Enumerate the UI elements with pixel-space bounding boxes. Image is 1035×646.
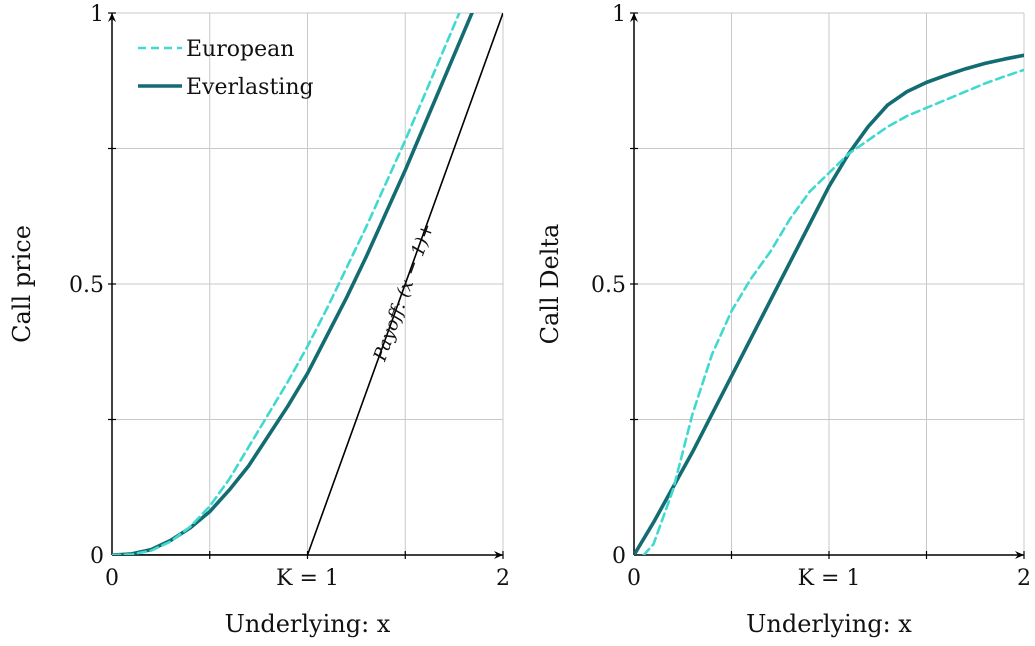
y-tick-label: 1 bbox=[612, 2, 626, 27]
x-tick-label: 0 bbox=[627, 566, 641, 591]
y-tick-label: 0.5 bbox=[69, 273, 104, 298]
x-tick-label: 2 bbox=[1017, 566, 1031, 591]
series-group bbox=[112, 13, 503, 555]
y-axis-arrow bbox=[108, 13, 116, 22]
y-axis-label: Call price bbox=[8, 225, 36, 343]
x-axis-arrow bbox=[494, 551, 503, 559]
series-line-european bbox=[642, 68, 1024, 555]
series-line-payoff bbox=[112, 13, 503, 555]
payoff-annotation: Payoff: (x − 1)+ bbox=[369, 220, 438, 364]
panel-2: 0 K = 1 2 0 0.5 1 Underlying: x Call Delta bbox=[536, 2, 1031, 638]
x-tick-label: 2 bbox=[496, 566, 510, 591]
x-tick-label: 0 bbox=[105, 566, 119, 591]
y-tick-label: 1 bbox=[90, 2, 104, 27]
x-tick-label: K = 1 bbox=[276, 566, 339, 591]
legend-label-european: European bbox=[186, 37, 294, 62]
y-tick-label: 0.5 bbox=[591, 273, 626, 298]
x-tick-label: K = 1 bbox=[798, 566, 861, 591]
panel-1: 0 K = 1 2 0 0.5 1 Underlying: x Call price Payof… bbox=[8, 2, 510, 638]
y-axis-arrow bbox=[630, 13, 638, 22]
x-axis-label: Underlying: x bbox=[746, 610, 912, 638]
x-axis-arrow bbox=[1015, 551, 1024, 559]
y-tick-label: 0 bbox=[612, 544, 626, 569]
series-group bbox=[634, 53, 1024, 555]
legend: European Everlasting bbox=[138, 37, 314, 100]
y-tick-label: 0 bbox=[90, 544, 104, 569]
series-line-european bbox=[112, 13, 461, 555]
series-line-everlasting bbox=[634, 53, 1024, 555]
legend-label-everlasting: Everlasting bbox=[186, 75, 314, 100]
y-axis-label: Call Delta bbox=[536, 224, 564, 345]
x-axis-label: Underlying: x bbox=[225, 610, 391, 638]
